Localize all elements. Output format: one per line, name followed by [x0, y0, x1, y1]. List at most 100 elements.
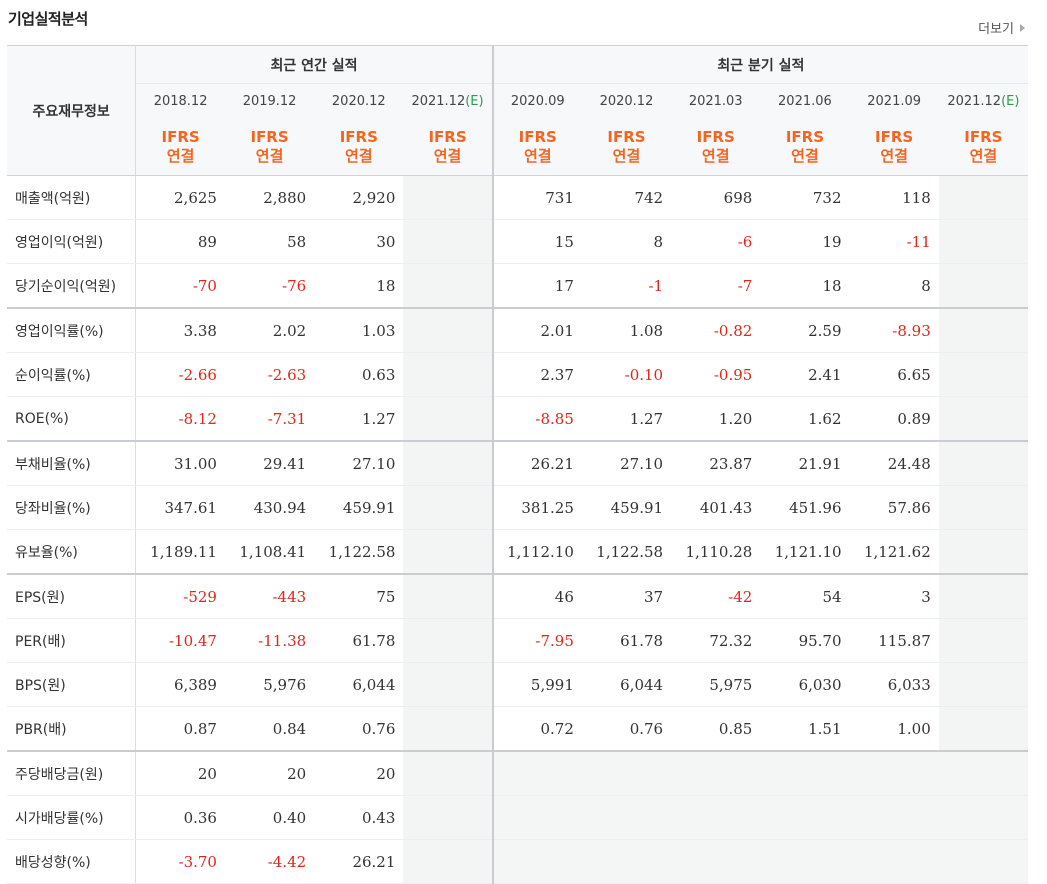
table-cell: -0.95	[671, 352, 761, 397]
chevron-right-icon	[1020, 23, 1025, 32]
table-cell: 1,112.10	[491, 529, 582, 575]
table-row: 부채비율(%) 31.00 29.41 27.10 26.21 27.10 23.87 21.…	[7, 440, 1028, 486]
financial-summary-table: 주요재무정보 최근 연간 실적 최근 분기 실적 2018.12 2019.12 2…	[7, 45, 1028, 884]
table-cell: 459.91	[314, 485, 404, 530]
table-row: 순이익률(%) -2.66 -2.63 0.63 2.37 -0.10 -0.95 2.41 6…	[7, 352, 1028, 397]
table-cell: 5,991	[491, 662, 582, 707]
estimate-mark: (E)	[1001, 94, 1020, 109]
quarter-header: 최근 분기 실적	[491, 45, 1028, 84]
table-cell	[403, 529, 493, 575]
table-cell	[938, 440, 1028, 486]
period-header: 2020.12	[581, 83, 672, 119]
period-label: 2018.12	[153, 94, 208, 109]
row-label: PBR(배)	[7, 706, 137, 752]
period-label: 2021.12	[947, 94, 1002, 109]
table-cell: 2.01	[491, 307, 582, 353]
table-cell	[849, 795, 939, 840]
table-cell: 19	[760, 219, 850, 264]
table-cell: 57.86	[849, 485, 939, 530]
table-cell: -2.66	[135, 352, 225, 397]
table-cell: 1.51	[760, 706, 850, 752]
table-cell: -7.95	[491, 618, 582, 663]
table-cell: -7	[671, 263, 761, 309]
period-header: 2018.12	[135, 83, 225, 119]
table-cell: 20	[224, 750, 315, 796]
table-cell	[671, 750, 761, 796]
row-label: 영업이익(억원)	[7, 219, 137, 264]
table-cell: 95.70	[760, 618, 850, 663]
table-row: ROE(%) -8.12 -7.31 1.27 -8.85 1.27 1.20 1.62 0.8…	[7, 396, 1028, 442]
table-cell: 1,110.28	[671, 529, 761, 575]
table-cell	[938, 396, 1028, 442]
table-cell: 347.61	[135, 485, 225, 530]
table-cell: 2.41	[760, 352, 850, 397]
table-row: 영업이익(억원) 89 58 30 15 8 -6 19 -11	[7, 219, 1028, 264]
table-cell: 2.59	[760, 307, 850, 353]
table-cell	[938, 618, 1028, 663]
table-cell: 0.40	[224, 795, 315, 840]
table-cell: 6.65	[849, 352, 939, 397]
row-label: 시가배당률(%)	[7, 795, 137, 840]
table-cell	[938, 706, 1028, 752]
table-cell	[938, 352, 1028, 397]
table-cell: 1,122.58	[581, 529, 672, 575]
table-cell	[938, 219, 1028, 264]
table-cell: 27.10	[581, 440, 672, 486]
table-cell	[403, 573, 493, 619]
table-cell: -11	[849, 219, 939, 264]
basis-header: IFRS 연결	[135, 119, 225, 176]
table-cell	[403, 263, 493, 309]
table-cell	[938, 485, 1028, 530]
period-header: 2021.06	[760, 83, 850, 119]
row-label: 순이익률(%)	[7, 352, 137, 397]
table-cell: 20	[135, 750, 225, 796]
basis-line-consolidated: 연결	[523, 147, 552, 165]
table-row: 유보율(%) 1,189.11 1,108.41 1,122.58 1,112.10 1,…	[7, 529, 1028, 575]
row-label: 유보율(%)	[7, 529, 137, 575]
table-cell	[938, 662, 1028, 707]
period-label: 2020.12	[599, 94, 654, 109]
table-cell	[581, 839, 672, 884]
table-cell: 37	[581, 573, 672, 619]
period-label: 2021.12	[411, 94, 466, 109]
table-cell: 6,044	[581, 662, 672, 707]
table-cell: 1.08	[581, 307, 672, 353]
table-cell: 118	[849, 175, 939, 220]
table-cell: 1.20	[671, 396, 761, 442]
basis-line-ifrs: IFRS	[339, 128, 378, 146]
table-cell: 89	[135, 219, 225, 264]
more-link[interactable]: 더보기	[978, 18, 1025, 37]
table-cell: 18	[760, 263, 850, 309]
table-cell: 115.87	[849, 618, 939, 663]
table-cell: -0.10	[581, 352, 672, 397]
table-cell: 24.48	[849, 440, 939, 486]
table-cell: 5,975	[671, 662, 761, 707]
table-cell: -2.63	[224, 352, 315, 397]
table-cell	[403, 485, 493, 530]
table-cell: 23.87	[671, 440, 761, 486]
table-cell	[403, 750, 493, 796]
table-cell: -7.31	[224, 396, 315, 442]
table-cell: -529	[135, 573, 225, 619]
table-cell: 1,121.62	[849, 529, 939, 575]
table-cell	[403, 352, 493, 397]
table-cell: 15	[491, 219, 582, 264]
table-cell: 20	[314, 750, 404, 796]
table-cell: 1,189.11	[135, 529, 225, 575]
table-cell: 46	[491, 573, 582, 619]
table-cell: -10.47	[135, 618, 225, 663]
table-cell	[403, 795, 493, 840]
period-label: 2020.12	[331, 94, 386, 109]
estimate-mark: (E)	[465, 94, 484, 109]
period-header: 2020.09	[491, 83, 582, 119]
basis-line-consolidated: 연결	[880, 147, 908, 165]
annual-header: 최근 연간 실적	[135, 45, 493, 84]
table-cell	[938, 750, 1028, 796]
basis-line-consolidated: 연결	[433, 147, 462, 165]
period-label: 2021.09	[867, 94, 922, 109]
row-label: BPS(원)	[7, 662, 137, 707]
table-cell: 1.62	[760, 396, 850, 442]
table-cell: -8.93	[849, 307, 939, 353]
table-cell	[403, 662, 493, 707]
table-cell: -42	[671, 573, 761, 619]
